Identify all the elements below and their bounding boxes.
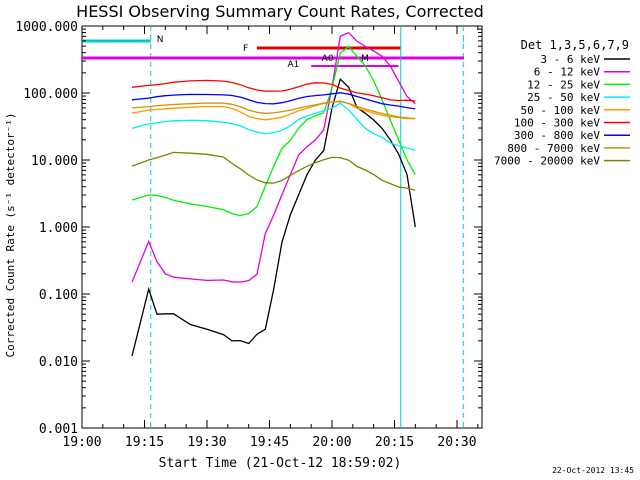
series-line-6-12-kev — [131, 31, 416, 283]
y-tick-label: 10.000 — [31, 154, 78, 169]
series-line-25-50-kev — [131, 102, 416, 151]
flare-flag-label: F — [243, 44, 248, 54]
attenuator-a0-label: A0 — [322, 54, 334, 64]
legend-label: 12 - 25 keV — [527, 78, 600, 91]
x-tick-label: 20:15 — [375, 435, 414, 450]
y-tick-label: 100.000 — [23, 87, 78, 102]
y-tick-label: 1000.000 — [15, 20, 78, 35]
legend-label: 3 - 6 keV — [540, 53, 600, 66]
legend-label: 25 - 50 keV — [527, 91, 600, 104]
series-line-12-25-kev — [131, 45, 416, 217]
legend-label: 50 - 100 keV — [521, 104, 601, 117]
x-tick-label: 19:15 — [125, 435, 164, 450]
x-axis-label: Start Time (21-Oct-12 18:59:02) — [159, 456, 402, 471]
x-tick-label: 19:00 — [62, 435, 101, 450]
chart-title: HESSI Observing Summary Count Rates, Cor… — [76, 2, 484, 21]
x-tick-label: 19:45 — [250, 435, 289, 450]
legend-label: 100 - 300 keV — [514, 117, 600, 130]
night-flag-label: N — [157, 35, 164, 45]
series-group — [131, 31, 416, 357]
legend-label: 7000 - 20000 keV — [494, 155, 600, 168]
y-tick-label: 0.010 — [39, 355, 78, 370]
legend-label: 6 - 12 keV — [534, 66, 601, 79]
axis-ticks: 19:00 19:15 19:30 19:45 20:00 20:15 20:30 0.001… — [15, 20, 482, 450]
y-tick-label: 1.000 — [39, 221, 78, 236]
series-line-7000-20000-kev — [131, 151, 416, 191]
legend-label: 300 - 800 keV — [514, 129, 600, 142]
series-line-3-6-kev — [131, 77, 416, 357]
y-axis-label: Corrected Count Rate (s⁻¹ detector⁻¹) — [4, 112, 17, 357]
y-tick-label: 0.100 — [39, 288, 78, 303]
series-line-300-800-kev — [131, 92, 416, 110]
series-line-800-7000-kev — [131, 100, 416, 120]
x-tick-label: 20:00 — [312, 435, 351, 450]
flag-bars: N A1 F A0 M — [82, 26, 464, 428]
m-flag-label: M — [361, 54, 369, 64]
series-line-100-300-kev — [131, 79, 416, 102]
series-line-50-100-kev — [131, 100, 416, 121]
legend-label: 800 - 7000 keV — [507, 142, 600, 155]
x-tick-label: 20:30 — [437, 435, 476, 450]
x-tick-label: 19:30 — [187, 435, 226, 450]
timestamp-label: 22-Oct-2012 13:45 — [552, 466, 634, 475]
attenuator-a1-label: A1 — [288, 60, 300, 70]
legend-title: Det 1,3,5,6,7,9 — [521, 38, 629, 52]
y-tick-label: 0.001 — [39, 422, 78, 437]
